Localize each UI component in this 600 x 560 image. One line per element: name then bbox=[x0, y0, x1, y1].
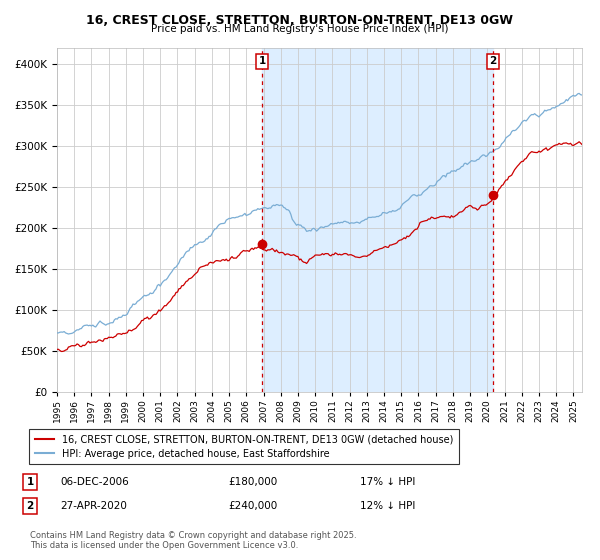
Text: 12% ↓ HPI: 12% ↓ HPI bbox=[360, 501, 415, 511]
Text: 06-DEC-2006: 06-DEC-2006 bbox=[60, 477, 129, 487]
Text: £180,000: £180,000 bbox=[228, 477, 277, 487]
Legend: 16, CREST CLOSE, STRETTON, BURTON-ON-TRENT, DE13 0GW (detached house), HPI: Aver: 16, CREST CLOSE, STRETTON, BURTON-ON-TRE… bbox=[29, 429, 459, 464]
Text: £240,000: £240,000 bbox=[228, 501, 277, 511]
Text: 2: 2 bbox=[26, 501, 34, 511]
Text: 16, CREST CLOSE, STRETTON, BURTON-ON-TRENT, DE13 0GW: 16, CREST CLOSE, STRETTON, BURTON-ON-TRE… bbox=[86, 14, 514, 27]
Text: 1: 1 bbox=[26, 477, 34, 487]
Text: 27-APR-2020: 27-APR-2020 bbox=[60, 501, 127, 511]
Bar bbox=[262, 48, 493, 392]
Text: 1: 1 bbox=[259, 56, 266, 66]
Text: Contains HM Land Registry data © Crown copyright and database right 2025.
This d: Contains HM Land Registry data © Crown c… bbox=[30, 531, 356, 550]
Text: 2: 2 bbox=[490, 56, 497, 66]
Text: Price paid vs. HM Land Registry's House Price Index (HPI): Price paid vs. HM Land Registry's House … bbox=[151, 24, 449, 34]
Text: 17% ↓ HPI: 17% ↓ HPI bbox=[360, 477, 415, 487]
